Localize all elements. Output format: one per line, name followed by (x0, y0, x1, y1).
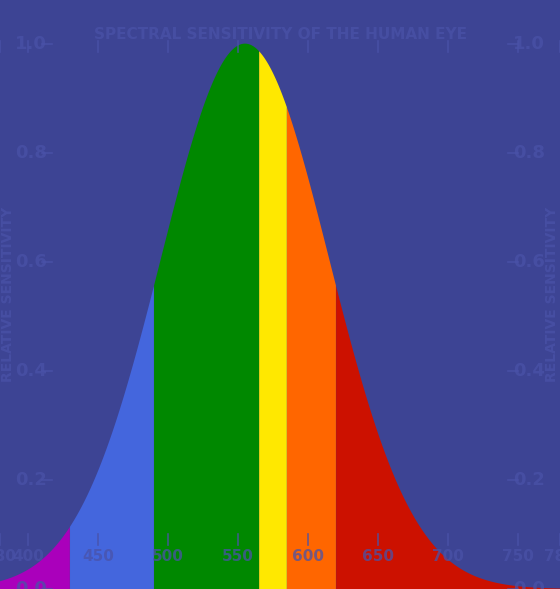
Text: 0.2: 0.2 (15, 471, 46, 489)
Text: 0.4: 0.4 (15, 362, 46, 380)
Text: 650: 650 (362, 549, 394, 564)
Text: 780: 780 (544, 549, 560, 564)
Polygon shape (154, 44, 259, 589)
Polygon shape (0, 527, 70, 589)
Text: 0.6: 0.6 (15, 253, 46, 271)
Polygon shape (336, 286, 560, 589)
Text: 0.6: 0.6 (514, 253, 545, 271)
Text: 0.2: 0.2 (514, 471, 545, 489)
Polygon shape (259, 51, 287, 589)
Polygon shape (70, 286, 154, 589)
Text: 550: 550 (222, 549, 254, 564)
Text: 1.0: 1.0 (15, 35, 46, 52)
Text: 0.8: 0.8 (15, 144, 47, 162)
Text: 750: 750 (502, 549, 534, 564)
Text: 400: 400 (12, 549, 44, 564)
Text: RELATIVE SENSITIVITY: RELATIVE SENSITIVITY (544, 207, 559, 382)
Text: 0.8: 0.8 (513, 144, 545, 162)
Text: 380: 380 (0, 549, 16, 564)
Text: 600: 600 (292, 549, 324, 564)
Text: 1.0: 1.0 (514, 35, 545, 52)
Text: 450: 450 (82, 549, 114, 564)
Polygon shape (287, 108, 336, 589)
Text: 0.4: 0.4 (514, 362, 545, 380)
Text: RELATIVE SENSITIVITY: RELATIVE SENSITIVITY (1, 207, 16, 382)
Text: 0.0: 0.0 (514, 580, 545, 589)
Text: 0.0: 0.0 (15, 580, 46, 589)
Text: SPECTRAL SENSITIVITY OF THE HUMAN EYE: SPECTRAL SENSITIVITY OF THE HUMAN EYE (94, 27, 466, 41)
Text: 500: 500 (152, 549, 184, 564)
Text: 700: 700 (432, 549, 464, 564)
